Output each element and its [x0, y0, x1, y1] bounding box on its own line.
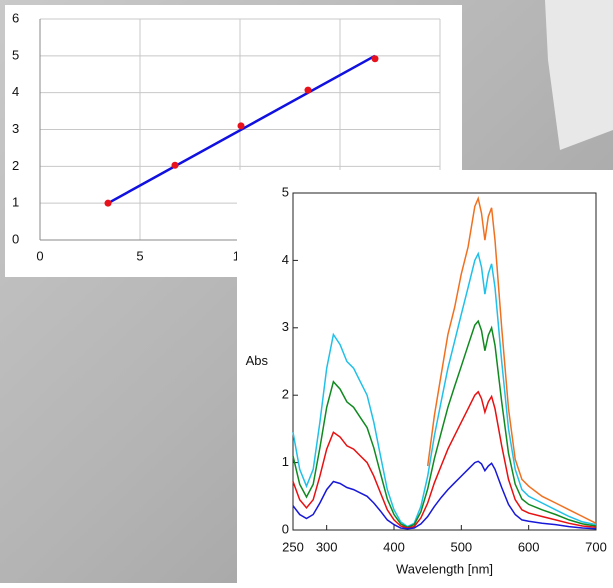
x-tick-label: 400 [383, 539, 405, 554]
y-tick-label: 2 [282, 387, 289, 402]
y-tick-label: 5 [12, 47, 19, 62]
series-line [292, 319, 597, 529]
spectrum-chart: 0 1 2 3 4 5 250 300 400 500 600 700 Wavelength [nm] A… [246, 184, 607, 576]
x-axis-label: Wavelength [nm] [396, 561, 493, 576]
device-decoration [545, 0, 613, 150]
y-axis-label: Abs [246, 353, 269, 368]
y-tick-label: 1 [12, 195, 19, 210]
x-tick-label: 0 [36, 248, 43, 263]
x-tick-label: 250 [282, 539, 304, 554]
plot-frame [292, 192, 597, 531]
series-line [292, 390, 597, 529]
data-point [304, 86, 312, 94]
y-tick-label: 6 [12, 10, 19, 25]
x-tick-label: 300 [316, 539, 338, 554]
y-tick-label: 2 [12, 158, 19, 173]
x-tick-label: 700 [585, 539, 607, 554]
y-tick-label: 3 [282, 319, 289, 334]
series-line [292, 251, 597, 528]
data-point [237, 122, 245, 130]
y-tick-label: 4 [282, 252, 289, 267]
y-tick-label: 4 [12, 84, 19, 99]
x-tick-label: 5 [136, 248, 143, 263]
x-tick-label: 600 [518, 539, 540, 554]
y-tick-label: 3 [12, 121, 19, 136]
data-point [371, 55, 379, 63]
series-line [292, 460, 597, 530]
y-tick-label: 0 [282, 521, 289, 536]
data-point [171, 161, 179, 169]
y-tick-label: 1 [282, 454, 289, 469]
series-line [426, 195, 597, 524]
x-tick-label: 500 [450, 539, 472, 554]
y-tick-label: 5 [282, 184, 289, 199]
y-tick-label: 0 [12, 231, 19, 246]
data-point [104, 199, 112, 207]
fit-line [107, 54, 376, 205]
